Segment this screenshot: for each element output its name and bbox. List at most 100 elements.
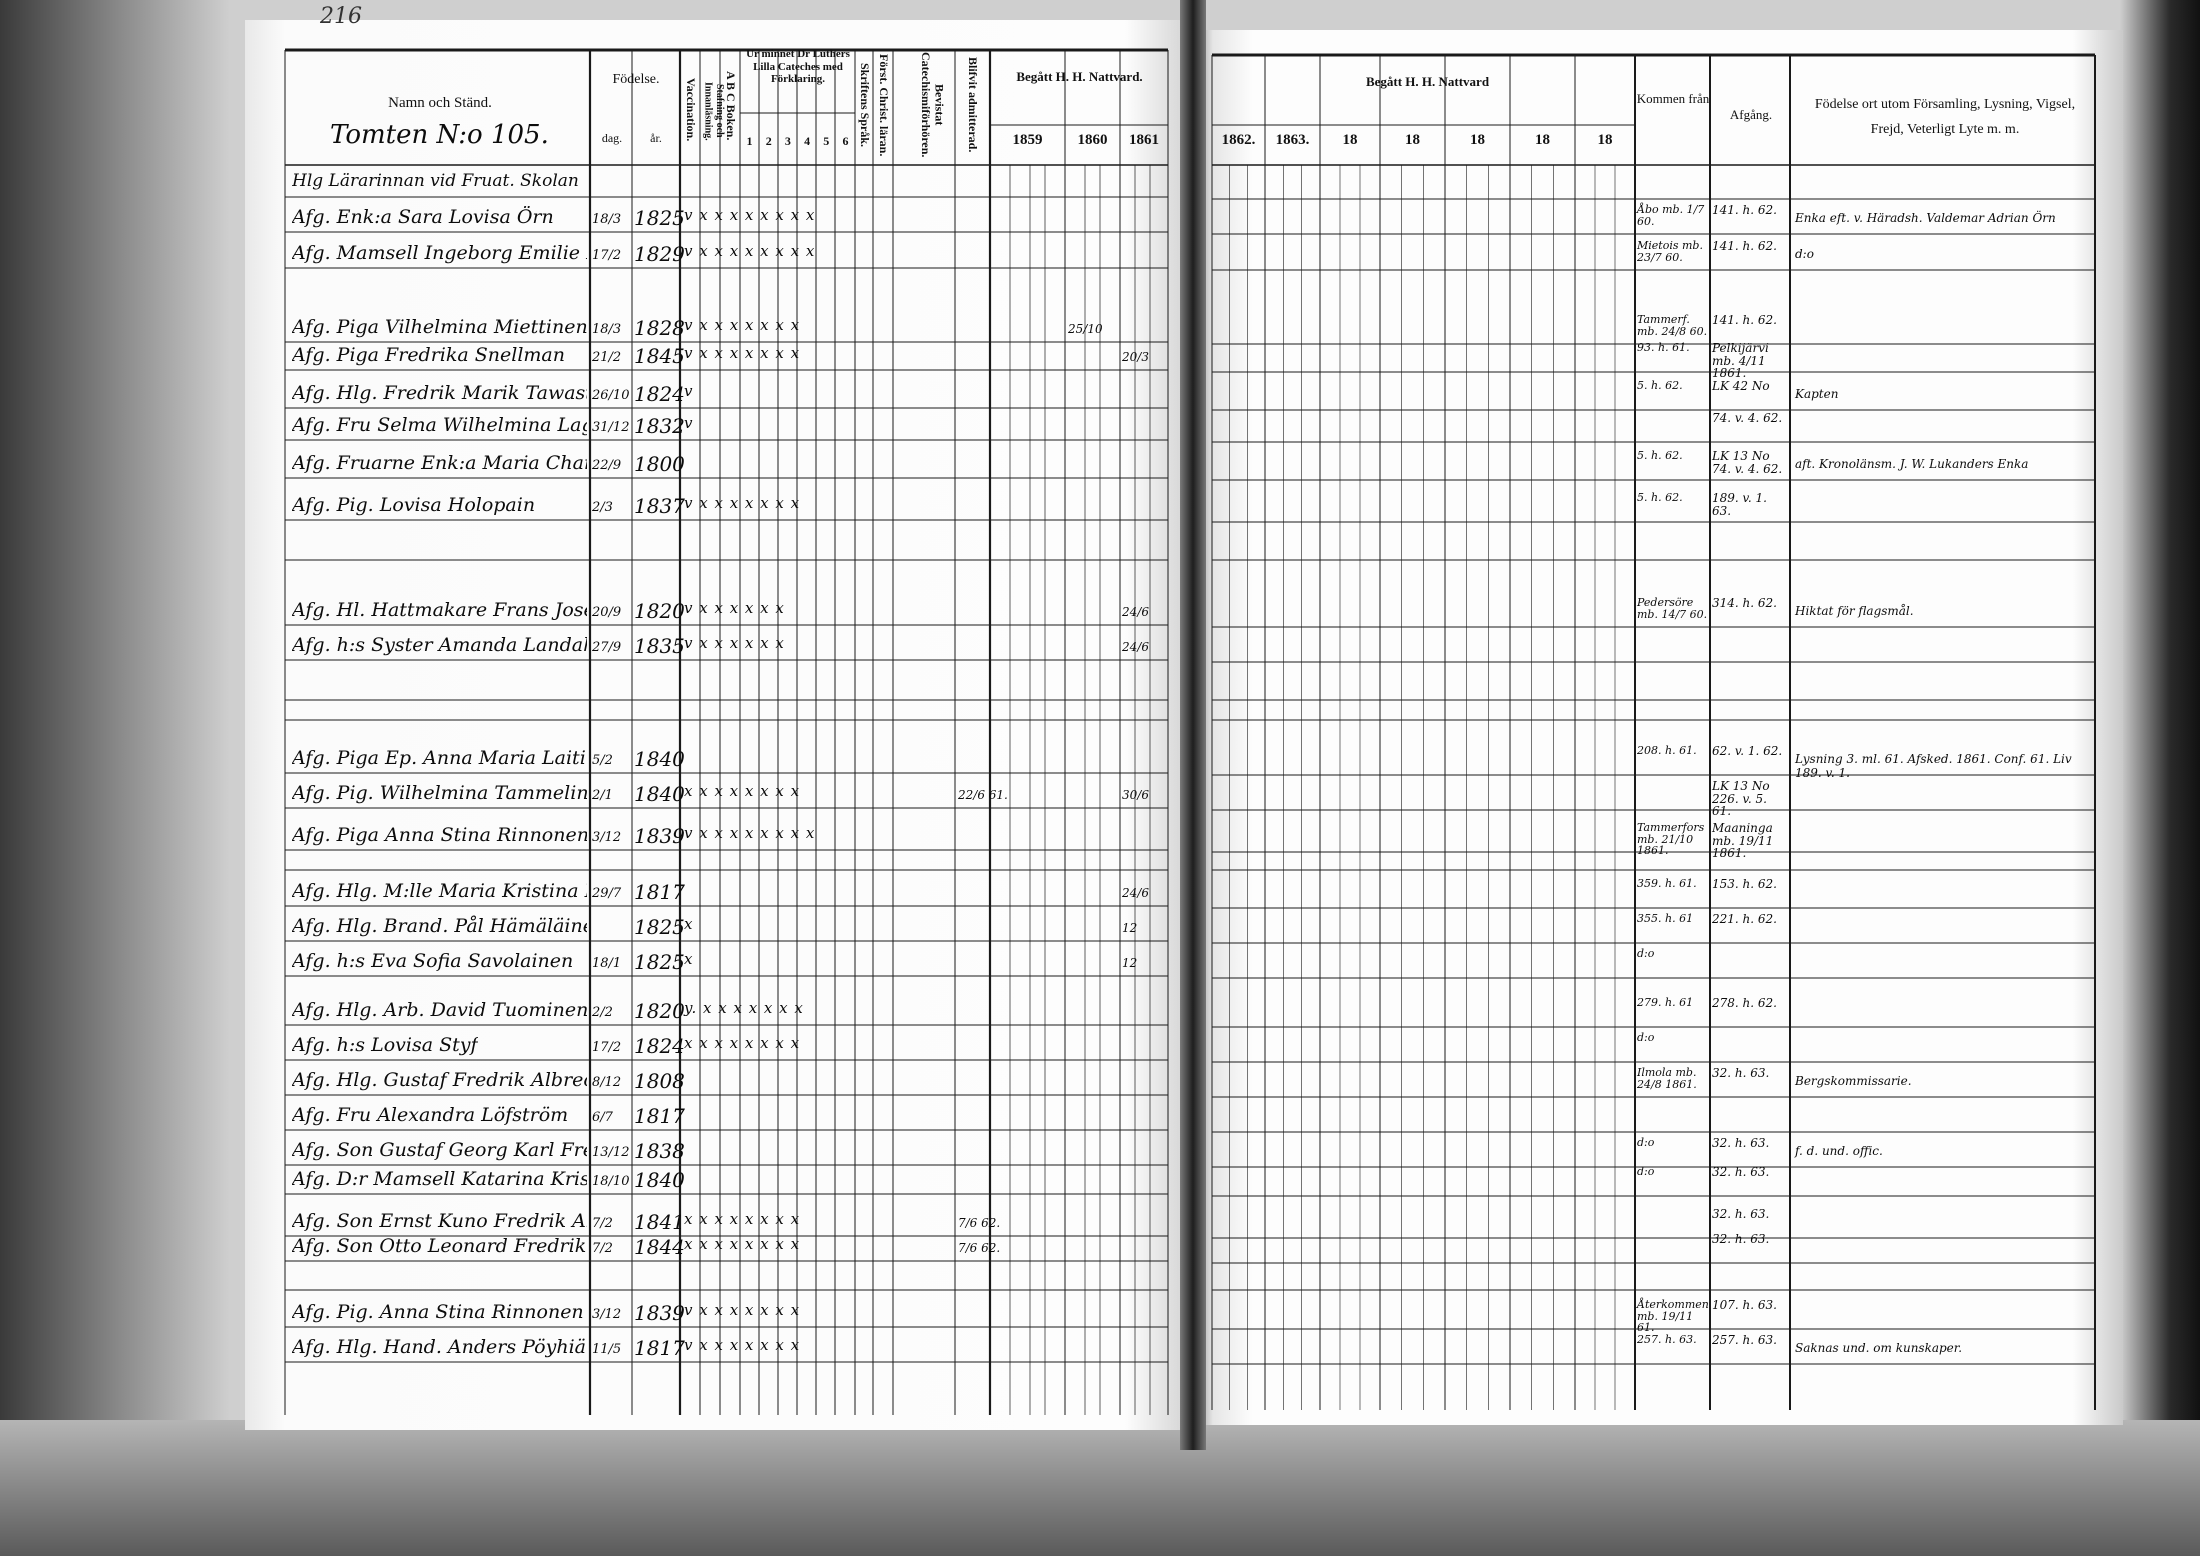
birth-day: 29/7 — [592, 886, 622, 901]
header-birth-year: år. — [650, 131, 662, 145]
birth-day: 7/2 — [592, 1216, 613, 1231]
catechism-marks: v — [684, 414, 694, 432]
birth-day: 11/5 — [592, 1342, 622, 1357]
header-scripture: Skriftens Språk. — [857, 62, 872, 148]
birth-day: 2/2 — [592, 1005, 613, 1020]
communion-year-label: 18 — [1535, 132, 1550, 148]
birth-day: 18/3 — [592, 212, 622, 227]
catechism-marks: v x x x x x x x x — [684, 242, 816, 260]
catechism-marks: v x x x x x x x — [684, 1336, 801, 1354]
birth-day: 26/10 — [592, 388, 630, 403]
arrived-from: 5. h. 62. — [1637, 379, 1683, 392]
header-departure: Afgång. — [1729, 107, 1773, 122]
person-name: Afg. Fru Selma Wilhelmina Lagander — [292, 414, 587, 436]
catechism-marks: v x x x x x x — [684, 634, 785, 652]
catechism-marks: x x x x x x x x — [684, 1034, 801, 1052]
birth-day: 3/12 — [592, 830, 622, 845]
birth-year: 1845 — [634, 344, 685, 368]
departure: 32. h. 63. — [1712, 1066, 1770, 1080]
arrived-from: 257. h. 63. — [1637, 1333, 1697, 1346]
birth-year: 1839 — [634, 1301, 685, 1325]
header-birth-day: dag. — [601, 131, 623, 145]
household-title: Tomten N:o 105. — [330, 120, 549, 150]
book-binding — [1180, 0, 1206, 1450]
catechism-marks: v x x x x x x — [684, 599, 785, 617]
person-name: Afg. Piga Fredrika Snellman — [292, 344, 565, 366]
catechism-marks: x — [684, 950, 694, 968]
catechism-part-label: 3 — [784, 134, 791, 148]
birth-year: 1820 — [634, 599, 685, 623]
catechism-marks: x — [684, 915, 694, 933]
person-name: Afg. Fru Alexandra Löfström — [292, 1104, 569, 1126]
person-name: Afg. Pig. Anna Stina Rinnonen — [292, 1301, 584, 1323]
communion-year-label: 1863. — [1275, 132, 1310, 148]
header-arrived-from: Kommen från — [1636, 91, 1710, 106]
arrived-from: Åbo mb. 1/7 60. — [1637, 203, 1705, 228]
communion-1860: 25/10 — [1068, 322, 1103, 336]
header-catechism: Ur minnet Dr Luthers Lilla Cateches med … — [746, 48, 850, 86]
scan-background — [0, 1420, 2200, 1556]
birth-year: 1817 — [634, 1104, 685, 1128]
departure: 189. v. 1. 63. — [1712, 491, 1767, 518]
catechism-marks: v x x x x x x x — [684, 316, 801, 334]
departure: 62. v. 1. 62. — [1712, 744, 1783, 758]
person-name: Afg. D:r Mamsell Katarina Kristina Fredr… — [292, 1168, 587, 1190]
departure: LK 13 No 74. v. 4. 62. — [1712, 449, 1783, 476]
birth-year: 1839 — [634, 824, 685, 848]
remark: Lysning 3. ml. 61. Afsked. 1861. Conf. 6… — [1795, 752, 2072, 780]
header-remarks: Födelse ort utom Församling, Lysning, Vi… — [1814, 97, 2076, 138]
birth-day: 27/9 — [592, 640, 622, 655]
header-abc: A B C Boken. — [723, 71, 738, 141]
birth-year: 1832 — [634, 414, 685, 438]
person-name: Hlg Lärarinnan vid Fruat. Skolan — [292, 171, 579, 191]
remark: Bergskommissarie. — [1795, 1074, 1912, 1088]
catechism-part-label: 2 — [765, 134, 772, 148]
admitted-date: 22/6 61. — [958, 788, 1008, 802]
catechism-marks: v x x x x x x x — [684, 1301, 801, 1319]
catechism-part-label: 4 — [804, 134, 811, 148]
birth-day: 17/2 — [592, 1040, 622, 1055]
person-name: Afg. Piga Vilhelmina Miettinen — [292, 316, 587, 338]
person-name: Afg. h:s Syster Amanda Landahl — [292, 634, 587, 656]
person-name: Afg. Pig. Wilhelmina Tammelin — [292, 782, 587, 804]
arrived-from: Tammerfors mb. 21/10 1861. — [1637, 821, 1705, 858]
catechism-marks: x x x x x x x x — [684, 1210, 801, 1228]
communion-year-label: 1862. — [1221, 132, 1256, 148]
communion-year-label: 18 — [1470, 132, 1485, 148]
birth-day: 18/10 — [592, 1174, 630, 1189]
departure: 221. h. 62. — [1712, 912, 1777, 926]
catechism-part-label: 5 — [823, 134, 830, 148]
catechism-marks: v x x x x x x x x — [684, 206, 816, 224]
person-name: Afg. Hl. Hattmakare Frans Josef Bertmann — [292, 599, 587, 621]
catechism-marks: x x x x x x x x — [684, 1235, 801, 1253]
arrived-from: Återkommen mb. 19/11 61. — [1637, 1298, 1709, 1335]
birth-day: 7/2 — [592, 1241, 613, 1256]
catechism-marks: x x x x x x x x — [684, 782, 801, 800]
person-name: Afg. Hlg. M:lle Maria Kristina Monthén — [292, 880, 587, 902]
departure: 141. h. 62. — [1712, 203, 1777, 217]
catechism-marks: v x x x x x x x x — [684, 824, 816, 842]
header-catechism-exam: Bevistat Catechismiförhören. — [918, 52, 947, 158]
communion-1861: 24/6 — [1122, 605, 1149, 619]
person-name: Afg. Enk:a Sara Lovisa Örn — [292, 206, 554, 228]
birth-year: 1808 — [634, 1069, 685, 1093]
remark: f. d. und. offic. — [1795, 1144, 1883, 1158]
birth-day: 31/12 — [592, 420, 630, 435]
birth-day: 20/9 — [592, 605, 622, 620]
remark: d:o — [1795, 247, 1814, 261]
header-vaccination: Vaccination. — [683, 78, 698, 142]
birth-day: 22/9 — [592, 458, 622, 473]
departure: Maaninga mb. 19/11 1861. — [1712, 821, 1774, 861]
birth-day: 5/2 — [592, 753, 613, 768]
person-name: Afg. Piga Anna Stina Rinnonen — [292, 824, 587, 846]
arrived-from: 355. h. 61 — [1637, 912, 1694, 925]
catechism-marks: v x x x x x x x — [684, 494, 801, 512]
page-number: 216 — [320, 4, 362, 29]
catechism-marks: v — [684, 382, 694, 400]
birth-day: 2/1 — [592, 788, 613, 803]
birth-day: 3/12 — [592, 1307, 622, 1322]
communion-year-label: 18 — [1405, 132, 1420, 148]
birth-year: 1825 — [634, 950, 685, 974]
remark: Hiktat för flagsmål. — [1795, 604, 1914, 618]
